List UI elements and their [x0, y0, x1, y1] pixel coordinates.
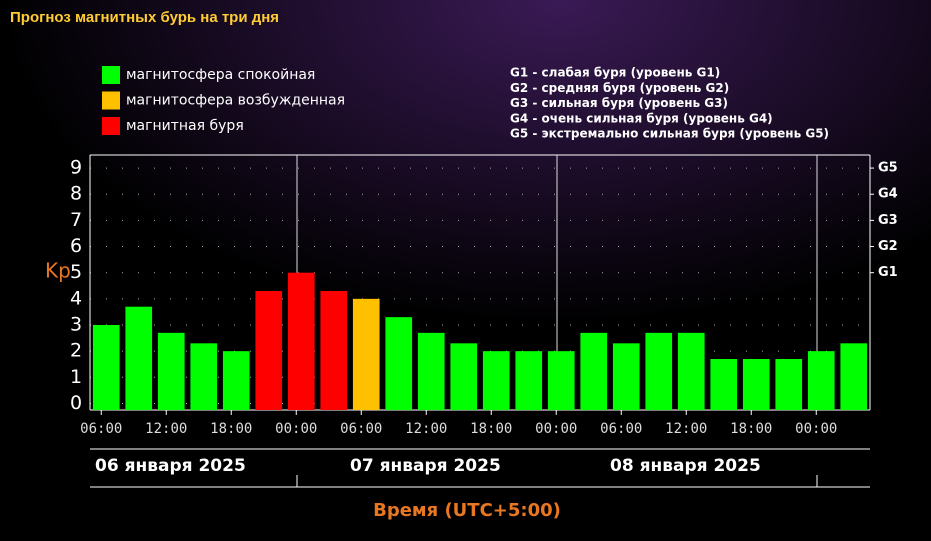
- y-tick-label: 5: [70, 261, 82, 283]
- x-tick-label: 18:00: [730, 421, 772, 437]
- y-tick-label: 6: [70, 235, 82, 257]
- x-tick-label: 00:00: [535, 421, 577, 437]
- y-tick-label: 7: [70, 209, 82, 231]
- y2-tick-label: G5: [878, 161, 898, 176]
- x-tick-label: 12:00: [405, 421, 447, 437]
- bar: [417, 332, 445, 410]
- legend-swatch: [102, 117, 120, 135]
- bar: [287, 272, 315, 410]
- y2-tick-label: G2: [878, 239, 898, 254]
- bar: [482, 351, 510, 410]
- x-tick-label: 06:00: [80, 421, 122, 437]
- x-tick-label: 18:00: [210, 421, 252, 437]
- y-tick-label: 4: [70, 287, 82, 309]
- bar: [222, 351, 250, 410]
- x-tick-label: 06:00: [600, 421, 642, 437]
- legend-label: магнитосфера спокойная: [126, 67, 315, 83]
- legend-label: магнитная буря: [126, 118, 244, 134]
- legend-swatch: [102, 66, 120, 84]
- day-label: 06 января 2025: [95, 456, 246, 476]
- bar: [742, 359, 770, 410]
- y-tick-label: 3: [70, 314, 82, 336]
- y-tick-label: 1: [70, 366, 82, 388]
- chart-title: Прогноз магнитных бурь на три дня: [10, 9, 279, 26]
- bar: [775, 359, 803, 410]
- legend-label: магнитосфера возбужденная: [126, 93, 345, 109]
- bar: [677, 332, 705, 410]
- x-tick-label: 00:00: [275, 421, 317, 437]
- x-axis-label: Время (UTC+5:00): [373, 500, 561, 521]
- bar: [580, 332, 608, 410]
- g-legend-item: G2 - средняя буря (уровень G2): [510, 81, 729, 95]
- bar: [807, 351, 835, 410]
- g-legend-item: G5 - экстремально сильная буря (уровень …: [510, 127, 829, 141]
- legend-swatch: [102, 91, 120, 110]
- y-tick-label: 2: [70, 340, 82, 362]
- bar: [125, 306, 153, 410]
- bar: [840, 343, 868, 410]
- bar: [157, 332, 185, 410]
- bar: [710, 359, 738, 410]
- bar: [515, 351, 543, 410]
- x-tick-label: 06:00: [340, 421, 382, 437]
- y-axis-label: Kp: [45, 259, 71, 283]
- bar: [255, 291, 283, 410]
- x-tick-label: 18:00: [470, 421, 512, 437]
- y2-tick-label: G3: [878, 213, 898, 228]
- y-tick-label: 8: [70, 183, 82, 205]
- x-tick-label: 12:00: [665, 421, 707, 437]
- day-label: 07 января 2025: [350, 456, 501, 476]
- y-tick-label: 9: [70, 157, 82, 179]
- y2-tick-label: G4: [878, 187, 898, 202]
- bar: [612, 343, 640, 410]
- x-tick-label: 00:00: [795, 421, 837, 437]
- bar: [450, 343, 478, 410]
- bar: [352, 298, 380, 410]
- bar: [645, 332, 673, 410]
- bar: [320, 291, 348, 410]
- bar: [92, 325, 120, 410]
- y-tick-label: 0: [70, 392, 82, 414]
- day-label: 08 января 2025: [610, 456, 761, 476]
- y2-tick-label: G1: [878, 265, 898, 280]
- g-legend-item: G1 - слабая буря (уровень G1): [510, 66, 720, 80]
- bar: [547, 351, 575, 410]
- bar: [385, 317, 413, 410]
- x-tick-label: 12:00: [145, 421, 187, 437]
- g-legend-item: G3 - сильная буря (уровень G3): [510, 96, 728, 110]
- g-legend-item: G4 - очень сильная буря (уровень G4): [510, 111, 773, 125]
- bar: [190, 343, 218, 410]
